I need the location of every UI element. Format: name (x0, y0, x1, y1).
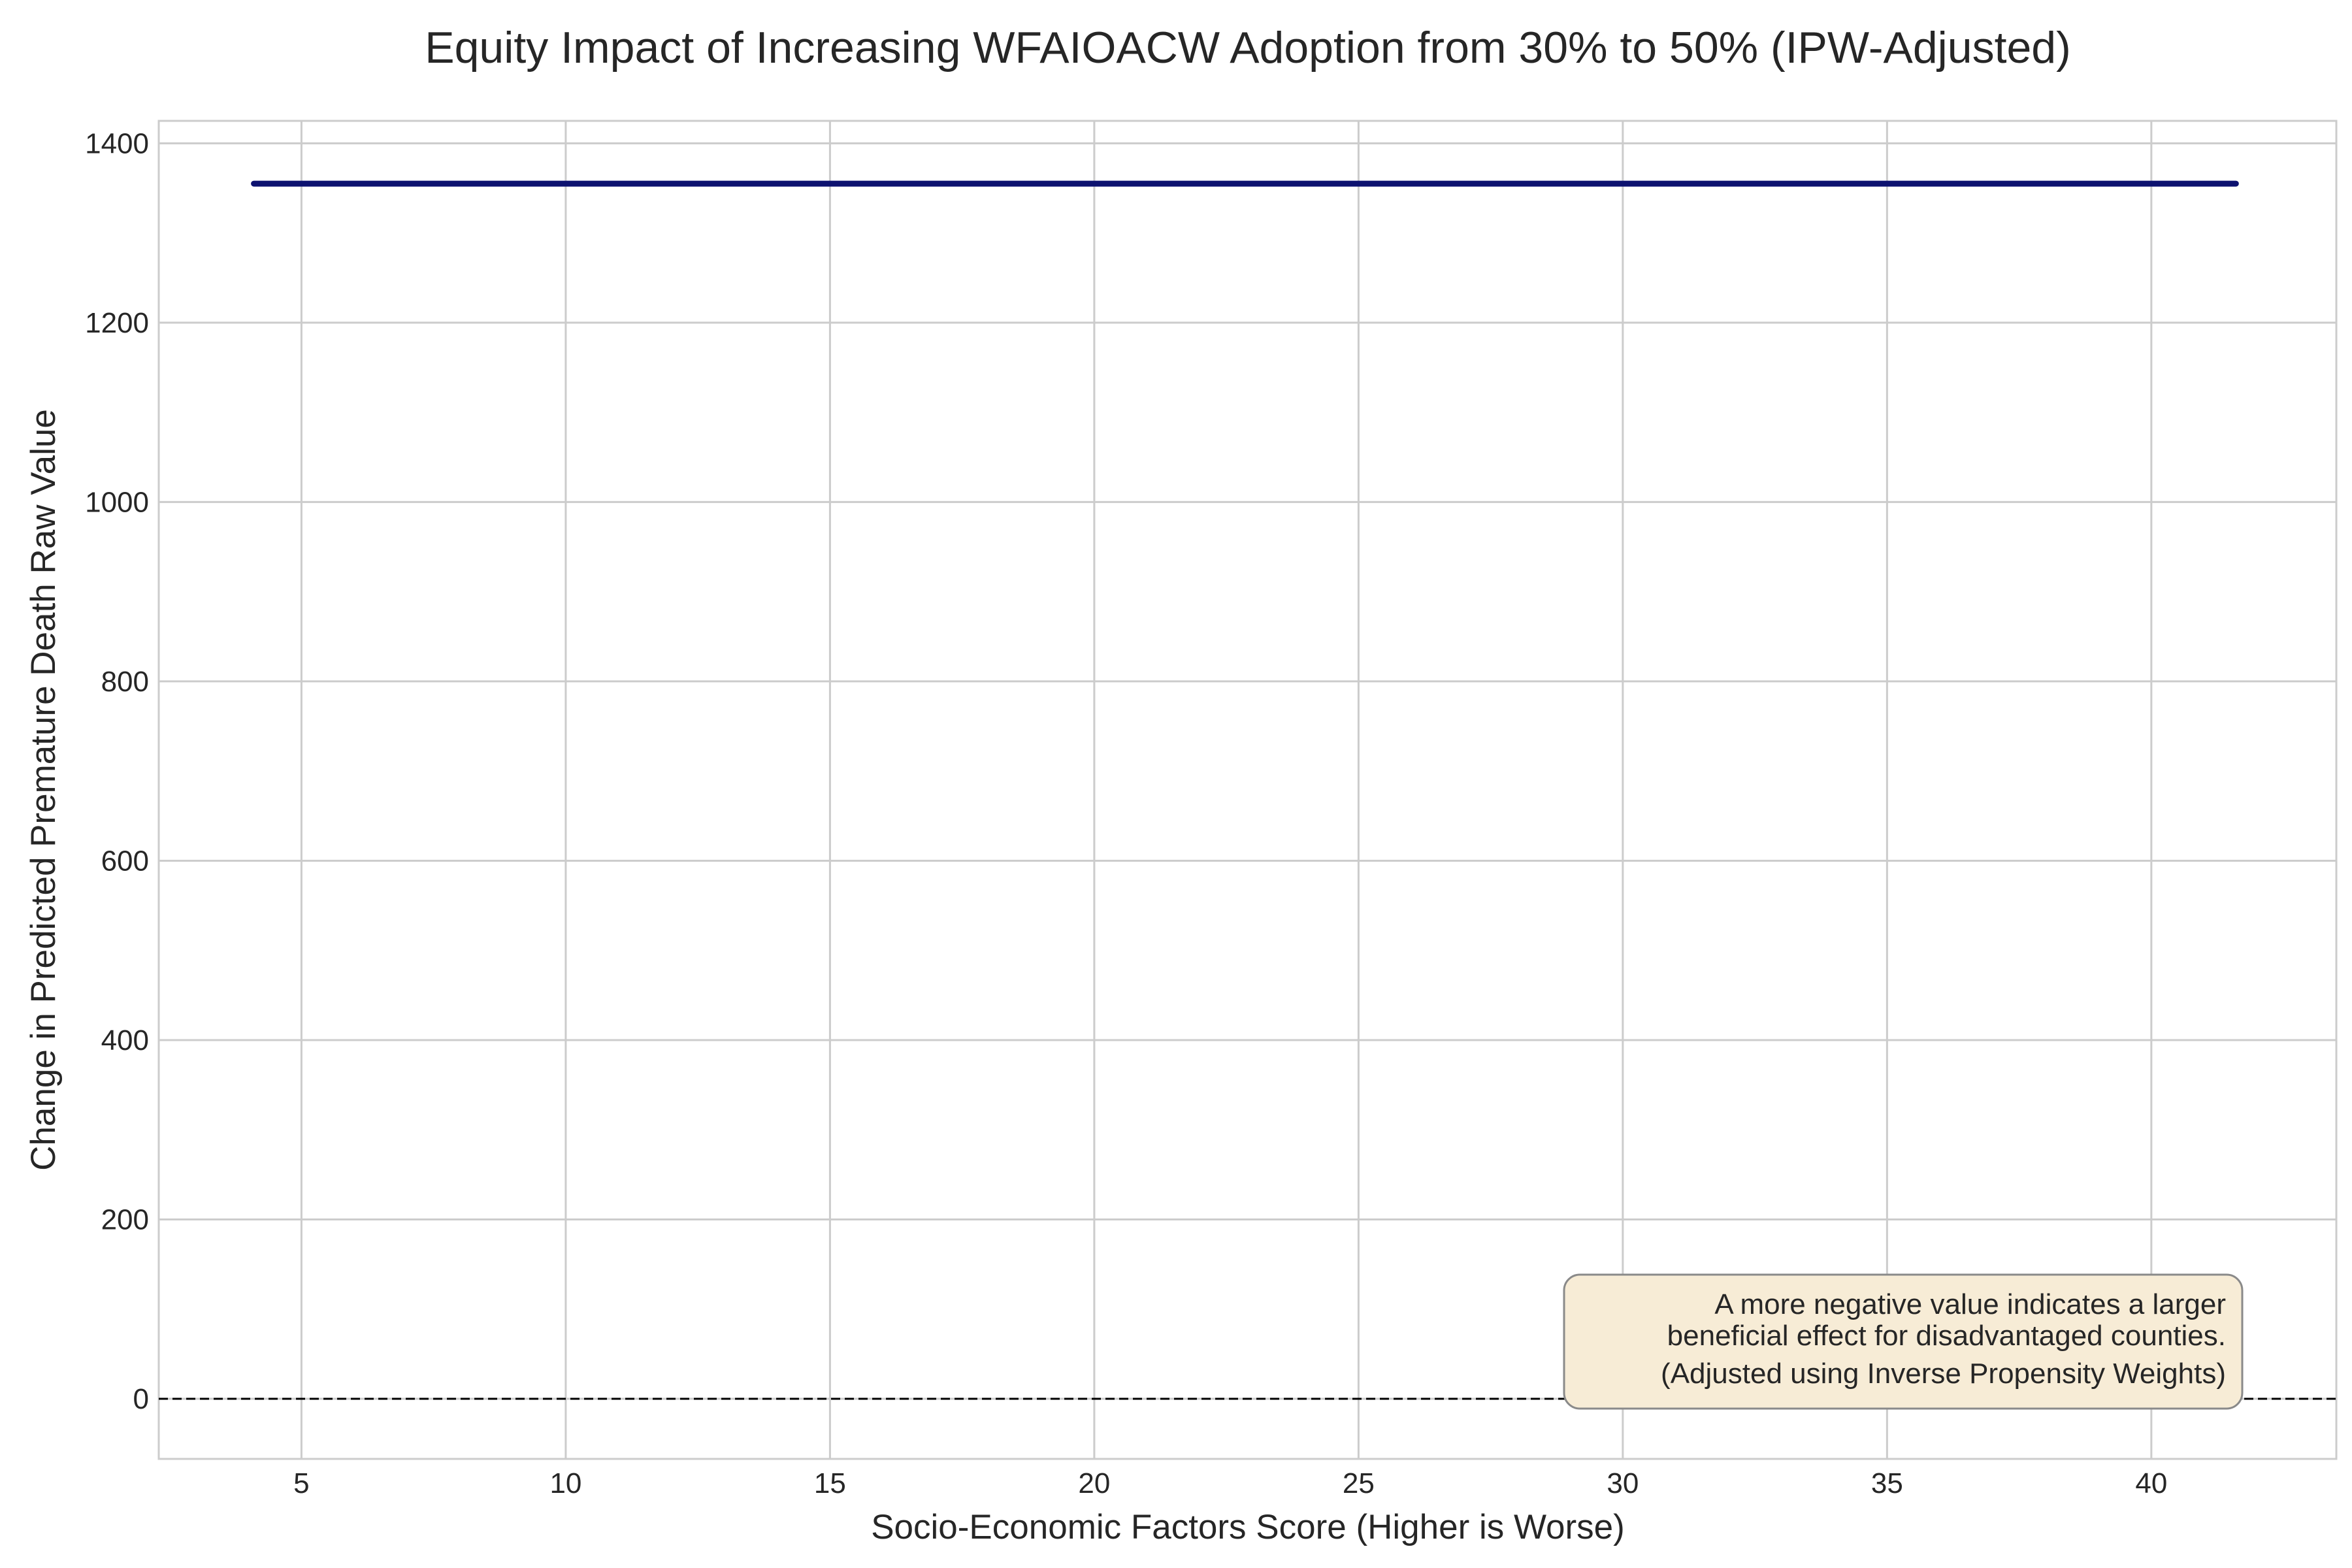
x-gridlines (300, 121, 2153, 1459)
annotation-background (1563, 1273, 2244, 1410)
y-axis-label: Change in Predicted Premature Death Raw … (24, 409, 63, 1171)
y-tick-label: 1000 (85, 486, 149, 518)
y-tick-labels: 0 200 400 600 800 1000 1200 1400 (85, 127, 149, 1415)
annotation-line: (Adjusted using Inverse Propensity Weigh… (1661, 1358, 2226, 1390)
x-tick-label: 25 (1343, 1467, 1375, 1499)
plot-frame (157, 120, 2338, 1460)
annotation-box: A more negative value indicates a larger… (1563, 1273, 2244, 1410)
y-tick-label: 600 (101, 845, 149, 877)
x-tick-label: 35 (1871, 1467, 1903, 1499)
x-tick-label: 10 (549, 1467, 581, 1499)
y-tick-label: 1200 (85, 307, 149, 339)
plot-background (159, 121, 2336, 1459)
x-tick-label: 5 (293, 1467, 309, 1499)
x-tick-label: 30 (1607, 1467, 1639, 1499)
x-tick-label: 40 (2135, 1467, 2167, 1499)
y-tick-label: 800 (101, 666, 149, 698)
y-tick-label: 400 (101, 1024, 149, 1056)
annotation-line: beneficial effect for disadvantaged coun… (1667, 1320, 2226, 1352)
y-tick-label: 1400 (85, 127, 149, 159)
chart-title: Equity Impact of Increasing WFAIOACW Ado… (425, 23, 2071, 73)
x-tick-label: 20 (1078, 1467, 1110, 1499)
y-tick-label: 0 (133, 1383, 149, 1415)
y-tick-label: 200 (101, 1204, 149, 1236)
annotation-line: A more negative value indicates a larger (1714, 1288, 2226, 1320)
x-tick-labels: 5 10 15 20 25 30 35 40 (293, 1467, 2167, 1499)
x-axis-label: Socio-Economic Factors Score (Higher is … (871, 1508, 1625, 1546)
x-tick-label: 15 (814, 1467, 846, 1499)
plot-area: A more negative value indicates a larger… (157, 120, 2338, 1460)
